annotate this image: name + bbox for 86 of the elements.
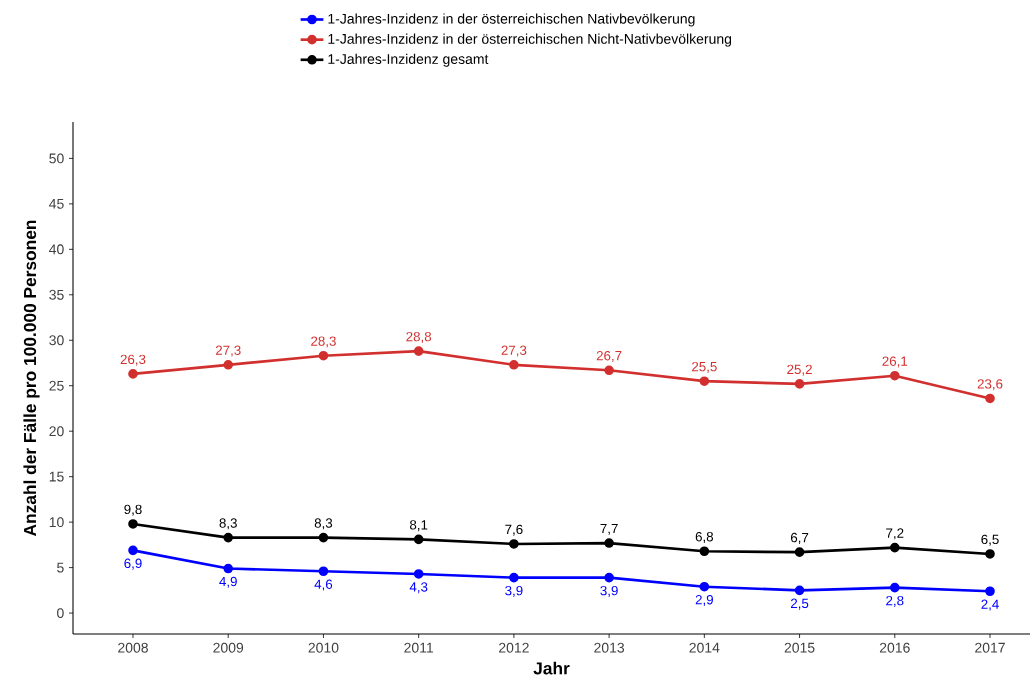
point xyxy=(318,350,329,361)
data-label: 26,1 xyxy=(882,356,908,368)
data-label: 2,4 xyxy=(981,599,999,611)
data-label: 6,5 xyxy=(981,534,999,546)
data-label: 6,7 xyxy=(790,532,809,544)
point xyxy=(794,547,805,557)
y-tick-label: 50 xyxy=(49,153,64,164)
x-tick-label: 2017 xyxy=(975,642,1005,653)
data-label: 7,6 xyxy=(505,524,523,536)
point xyxy=(889,542,900,553)
point xyxy=(128,519,138,529)
x-tick-label: 2013 xyxy=(594,642,625,653)
point xyxy=(604,538,614,548)
legend-label: 1-Jahres-Inzidenz in der österreichischen Nicht-Nativbevölkerung xyxy=(328,33,732,47)
data-label: 7,2 xyxy=(886,528,904,540)
point xyxy=(318,532,329,543)
data-label: 7,7 xyxy=(600,523,618,535)
data-label: 6,9 xyxy=(124,558,142,570)
x-tick-label: 2014 xyxy=(689,642,720,653)
point xyxy=(413,534,424,545)
y-tick-label: 15 xyxy=(49,471,64,482)
data-label: 28,8 xyxy=(406,331,432,343)
x-tick-label: 2015 xyxy=(784,642,815,653)
y-tick-label: 40 xyxy=(49,244,64,255)
point xyxy=(509,572,519,583)
y-tick-label: 35 xyxy=(49,289,64,300)
data-label: 26,7 xyxy=(596,350,622,363)
point xyxy=(985,393,995,404)
y-tick-label: 25 xyxy=(49,380,64,391)
data-label: 8,3 xyxy=(219,518,237,530)
x-tick-label: 2010 xyxy=(308,642,339,653)
data-label: 23,6 xyxy=(977,379,1003,391)
point xyxy=(985,549,995,559)
x-tick-label: 2016 xyxy=(879,642,910,653)
x-tick-label: 2009 xyxy=(213,642,244,653)
x-tick-label: 2011 xyxy=(404,642,434,653)
legend-label: 1-Jahres-Inzidenz gesamt xyxy=(328,53,489,67)
data-label: 26,3 xyxy=(120,354,146,366)
y-tick-label: 0 xyxy=(57,608,64,619)
point xyxy=(509,539,519,549)
data-label: 8,1 xyxy=(409,520,428,532)
point xyxy=(889,582,900,593)
point xyxy=(794,585,805,596)
point xyxy=(413,569,424,579)
data-label: 25,5 xyxy=(692,361,717,373)
data-label: 2,9 xyxy=(695,594,713,606)
data-label: 27,3 xyxy=(215,345,241,357)
x-axis-title: Jahr xyxy=(533,661,570,675)
point xyxy=(223,532,234,543)
x-tick-label: 2008 xyxy=(118,642,148,653)
data-label: 3,9 xyxy=(600,585,618,597)
data-label: 9,8 xyxy=(124,504,142,516)
point xyxy=(699,546,710,557)
point xyxy=(794,379,805,389)
data-label: 27,3 xyxy=(501,345,527,357)
data-label: 8,3 xyxy=(314,518,333,530)
y-tick-label: 20 xyxy=(49,426,64,437)
y-tick-label: 5 xyxy=(57,562,64,573)
data-label: 4,3 xyxy=(409,582,428,594)
data-label: 2,8 xyxy=(886,595,904,607)
point xyxy=(604,365,614,376)
point xyxy=(318,566,329,577)
data-label: 4,9 xyxy=(219,576,237,588)
point xyxy=(413,346,424,356)
data-label: 2,5 xyxy=(790,598,809,610)
data-label: 28,3 xyxy=(311,336,336,348)
y-tick-label: 10 xyxy=(49,517,64,528)
data-label: 3,9 xyxy=(505,585,523,597)
point xyxy=(699,581,710,592)
x-tick-label: 2012 xyxy=(499,642,529,653)
y-axis-title: Anzahl der Fälle pro 100.000 Personen xyxy=(23,220,40,537)
point xyxy=(604,572,614,583)
legend-label: 1-Jahres-Inzidenz in der österreichischen Nativbevölkerung xyxy=(328,13,695,27)
point xyxy=(223,360,234,370)
point xyxy=(128,369,138,379)
point xyxy=(509,360,519,370)
point xyxy=(889,370,900,381)
data-label: 6,8 xyxy=(695,531,714,543)
point xyxy=(223,563,234,574)
data-label: 4,6 xyxy=(314,579,333,591)
point xyxy=(128,545,138,556)
y-tick-label: 30 xyxy=(49,335,64,346)
data-label: 25,2 xyxy=(787,364,812,376)
point xyxy=(699,376,710,386)
y-tick-label: 45 xyxy=(49,198,64,209)
point xyxy=(985,586,995,597)
